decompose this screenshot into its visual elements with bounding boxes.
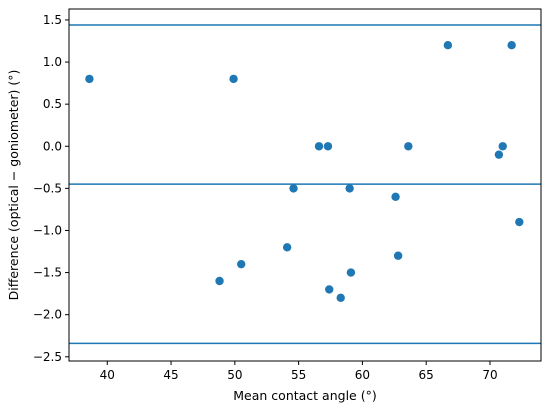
data-point-18 (325, 285, 334, 294)
data-point-16 (346, 268, 356, 277)
data-point-3 (323, 142, 333, 151)
y-axis-label: Difference (optical − goniometer) (°) (6, 70, 21, 301)
axis-ticks: 40 45 50 55 60 65 70 1.5 1.0 0.5 0.0 −0.5 −1.0 −1.5 −2… (33, 13, 498, 382)
y-tick-label: 1.5 (43, 13, 62, 27)
y-tick-label: −1.5 (33, 266, 62, 280)
data-point-2 (314, 142, 324, 151)
data-point-19 (336, 293, 345, 303)
y-tick-label: −0.5 (33, 181, 62, 195)
data-point-13 (282, 243, 292, 252)
y-tick-label: −2.0 (33, 308, 62, 322)
data-point-10 (345, 184, 354, 193)
data-point-7 (494, 150, 504, 159)
y-tick-label: 0.5 (43, 97, 62, 111)
x-tick-label: 55 (291, 368, 306, 382)
x-tick-label: 40 (100, 368, 115, 382)
data-point-11 (391, 192, 400, 201)
y-tick-label: −2.5 (33, 350, 62, 364)
data-point-12 (515, 217, 524, 227)
reference-lines (69, 24, 541, 345)
data-point-17 (215, 276, 224, 286)
data-point-8 (498, 142, 507, 151)
data-point-5 (443, 41, 453, 50)
data-point-1 (229, 74, 238, 84)
x-axis-label: Mean contact angle (°) (233, 388, 376, 403)
y-tick-label: 0.0 (43, 139, 62, 153)
x-tick-label: 50 (227, 368, 242, 382)
y-tick-label: −1.0 (33, 223, 62, 237)
x-tick-label: 60 (355, 368, 370, 382)
data-point-9 (289, 184, 298, 193)
x-tick-label: 70 (482, 368, 497, 382)
data-point-15 (237, 259, 246, 269)
data-point-4 (404, 142, 413, 151)
x-tick-label: 45 (163, 368, 178, 382)
y-tick-label: 1.0 (43, 55, 62, 69)
plot-area-frame (68, 8, 542, 362)
data-point-0 (85, 74, 94, 84)
data-points (85, 41, 524, 303)
data-point-6 (507, 41, 516, 50)
x-tick-label: 65 (419, 368, 434, 382)
data-point-14 (393, 251, 403, 260)
